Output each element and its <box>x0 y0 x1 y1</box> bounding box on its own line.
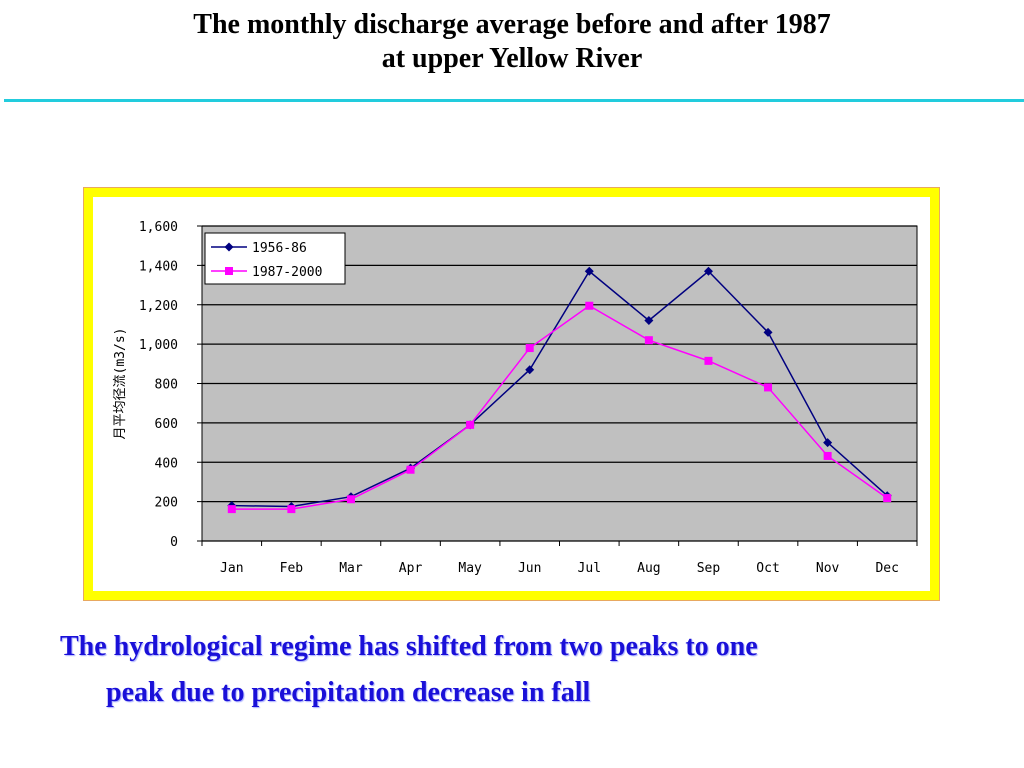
data-point <box>823 451 832 460</box>
x-tick-label: May <box>458 561 482 576</box>
data-point <box>585 301 594 310</box>
data-point <box>346 495 355 504</box>
data-point <box>584 266 594 276</box>
slide-title-line2: at upper Yellow River <box>381 43 643 74</box>
data-point <box>525 365 535 375</box>
data-point <box>703 266 713 276</box>
x-tick-label: Mar <box>339 561 363 576</box>
y-axis-title: 月平均径流(m3/s) <box>113 328 128 440</box>
data-point <box>644 336 653 345</box>
x-tick-label: Oct <box>756 561 779 576</box>
series-line <box>231 270 888 508</box>
caption: The hydrological regime has shifted from… <box>60 624 960 716</box>
data-point <box>764 383 773 392</box>
x-tick-label: Dec <box>875 561 898 576</box>
data-point <box>763 327 773 337</box>
y-tick-label: 1,600 <box>139 220 178 235</box>
y-tick-label: 600 <box>155 417 178 432</box>
data-point <box>525 344 534 353</box>
y-tick-label: 1,200 <box>139 299 178 314</box>
y-tick-label: 0 <box>170 535 178 550</box>
legend-marker <box>224 242 234 252</box>
legend-label: 1956-86 <box>252 241 307 256</box>
data-point <box>883 494 892 503</box>
x-tick-label: Jul <box>578 561 601 576</box>
x-tick-label: Feb <box>280 561 304 576</box>
legend: 1956-86 1987-2000 <box>204 232 346 285</box>
series-line <box>231 304 888 510</box>
y-tick-label: 800 <box>155 378 178 393</box>
x-tick-label: Aug <box>637 561 660 576</box>
title-divider <box>4 99 1024 102</box>
data-point <box>466 420 475 429</box>
chart-frame: 0 200 400 600 800 1,000 1,200 1,400 1,600 Jan Feb M… <box>83 187 940 601</box>
y-tick-label: 200 <box>155 496 178 511</box>
discharge-line-chart: 0 200 400 600 800 1,000 1,200 1,400 1,600 Jan Feb M… <box>113 220 918 576</box>
legend-label: 1987-2000 <box>252 265 322 280</box>
y-tick-label: 1,400 <box>139 259 178 274</box>
series-1987-2000 <box>227 301 892 514</box>
x-tick-label: Sep <box>697 561 721 576</box>
x-tick-label: Jan <box>220 561 243 576</box>
data-point <box>406 465 415 474</box>
caption-line2: peak due to precipitation decrease in fa… <box>106 677 591 708</box>
chart-panel: 0 200 400 600 800 1,000 1,200 1,400 1,600 Jan Feb M… <box>93 197 930 591</box>
x-tick-label: Nov <box>816 561 840 576</box>
legend-marker <box>225 267 233 275</box>
data-point <box>287 505 296 514</box>
slide-title-line1: The monthly discharge average before and… <box>193 9 831 40</box>
slide-title: The monthly discharge average before and… <box>0 8 1024 76</box>
caption-line1: The hydrological regime has shifted from… <box>60 631 758 662</box>
y-tick-label: 1,000 <box>139 338 178 353</box>
data-point <box>823 438 833 448</box>
data-point <box>644 316 654 325</box>
y-tick-label: 400 <box>155 456 178 471</box>
data-point <box>227 505 236 514</box>
x-tick-label: Apr <box>399 561 423 576</box>
data-point <box>704 356 713 365</box>
x-tick-label: Jun <box>518 561 541 576</box>
legend-box <box>204 232 346 285</box>
